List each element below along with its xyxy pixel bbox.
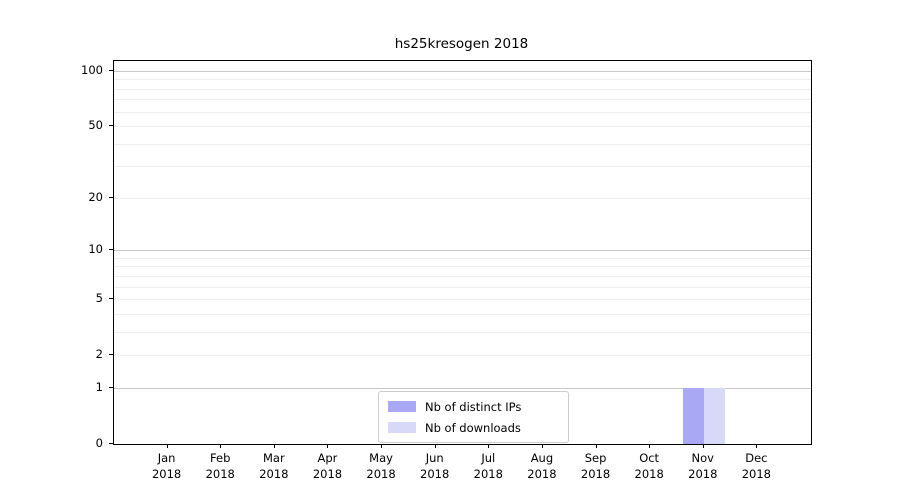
x-tick-label: Feb 2018 bbox=[205, 451, 235, 481]
legend: Nb of distinct IPs Nb of downloads bbox=[378, 391, 569, 443]
minor-gridline bbox=[114, 111, 811, 113]
y-tick-label: 20 bbox=[88, 189, 103, 204]
y-tick-mark bbox=[109, 386, 113, 388]
x-tick-label: Dec 2018 bbox=[741, 451, 772, 481]
y-tick-mark bbox=[109, 249, 113, 251]
bar-downloads bbox=[703, 387, 725, 444]
y-tick-label: 100 bbox=[81, 63, 103, 77]
x-tick-label: Sep 2018 bbox=[580, 451, 611, 481]
minor-gridline bbox=[114, 197, 811, 199]
x-tick-label: Jun 2018 bbox=[420, 451, 450, 481]
major-gridline bbox=[114, 71, 811, 72]
chart-title: hs25kresogen 2018 bbox=[394, 36, 529, 52]
minor-gridline bbox=[114, 143, 811, 145]
x-tick-label: Oct 2018 bbox=[634, 451, 664, 481]
minor-gridline bbox=[114, 331, 811, 333]
y-tick-mark bbox=[109, 70, 113, 71]
x-tick-mark bbox=[702, 444, 704, 448]
y-tick-mark bbox=[109, 443, 113, 444]
x-tick-mark bbox=[273, 444, 275, 448]
y-tick-label: 10 bbox=[88, 242, 103, 257]
plot-area: Nb of distinct IPs Nb of downloads bbox=[113, 60, 812, 445]
minor-gridline bbox=[114, 286, 811, 288]
x-tick-mark bbox=[649, 444, 651, 448]
y-tick-mark bbox=[109, 298, 113, 300]
minor-gridline bbox=[114, 79, 811, 81]
minor-gridline bbox=[114, 299, 811, 301]
minor-gridline bbox=[114, 126, 811, 128]
legend-swatch-downloads-icon bbox=[388, 422, 416, 433]
minor-gridline bbox=[114, 88, 811, 90]
x-tick-mark bbox=[327, 444, 329, 448]
x-tick-label: Aug 2018 bbox=[527, 451, 557, 481]
x-tick-label: Apr 2018 bbox=[312, 451, 343, 481]
minor-gridline bbox=[114, 257, 811, 259]
minor-gridline bbox=[114, 313, 811, 315]
x-tick-mark bbox=[381, 444, 383, 448]
x-tick-mark bbox=[166, 444, 168, 448]
bar-distinct-ips bbox=[682, 387, 704, 444]
y-tick-mark bbox=[109, 196, 113, 198]
y-tick-label: 0 bbox=[95, 436, 103, 450]
legend-item-distinct-ips: Nb of distinct IPs bbox=[388, 398, 558, 415]
legend-swatch-distinct-ips-icon bbox=[388, 401, 416, 412]
minor-gridline bbox=[114, 166, 811, 168]
y-tick-mark bbox=[109, 354, 113, 356]
x-tick-label: Jan 2018 bbox=[151, 451, 182, 481]
x-tick-label: Jul 2018 bbox=[473, 451, 503, 481]
x-tick-mark bbox=[488, 444, 490, 448]
x-tick-mark bbox=[434, 444, 436, 448]
minor-gridline bbox=[114, 355, 811, 357]
x-tick-mark bbox=[541, 444, 543, 448]
x-tick-mark bbox=[220, 444, 222, 448]
legend-label-downloads: Nb of downloads bbox=[425, 420, 521, 435]
major-gridline bbox=[114, 250, 811, 252]
minor-gridline bbox=[114, 99, 811, 101]
minor-gridline bbox=[114, 275, 811, 277]
y-tick-label: 50 bbox=[88, 118, 103, 133]
x-tick-label: Nov 2018 bbox=[688, 451, 718, 481]
x-tick-label: Mar 2018 bbox=[259, 451, 289, 481]
y-tick-label: 2 bbox=[95, 347, 103, 362]
major-gridline bbox=[114, 387, 811, 389]
legend-label-distinct-ips: Nb of distinct IPs bbox=[425, 399, 522, 414]
y-tick-mark bbox=[109, 125, 113, 127]
x-tick-mark bbox=[595, 444, 597, 448]
legend-item-downloads: Nb of downloads bbox=[388, 419, 558, 436]
x-tick-label: May 2018 bbox=[366, 451, 396, 481]
minor-gridline bbox=[114, 266, 811, 268]
x-tick-mark bbox=[756, 444, 758, 448]
y-tick-label: 5 bbox=[95, 291, 103, 306]
y-tick-label: 1 bbox=[95, 379, 103, 394]
